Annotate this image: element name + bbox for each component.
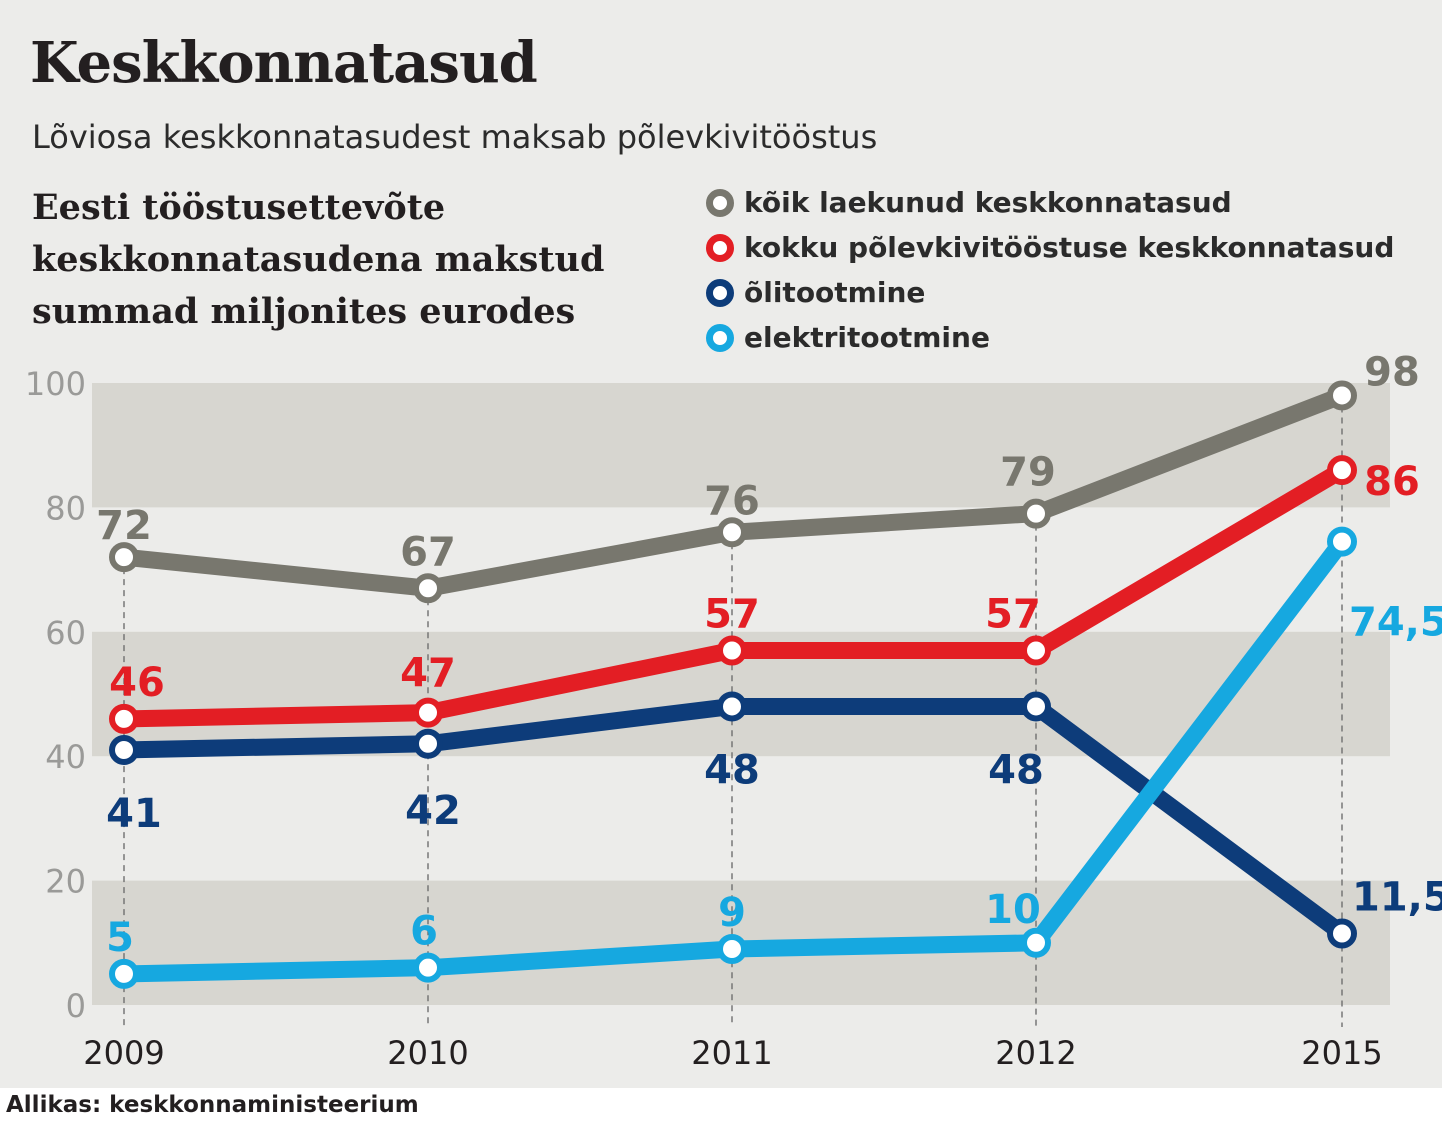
legend-marker-icon <box>706 278 734 307</box>
data-label: 10 <box>985 887 1041 933</box>
data-point <box>109 703 139 734</box>
x-tick-label: 2015 <box>1301 1034 1382 1072</box>
source-note: Allikas: keskkonnaministeerium <box>6 1092 419 1118</box>
description-line: keskkonnatasudena makstud <box>32 239 605 280</box>
data-point <box>1021 927 1051 958</box>
data-label: 46 <box>109 660 165 706</box>
data-label: 74,5 <box>1349 600 1442 646</box>
data-point <box>717 635 747 666</box>
data-label: 72 <box>96 503 152 549</box>
chart-description: Eesti tööstusettevõte keskkonnatasudena … <box>32 182 672 338</box>
data-point <box>1021 635 1051 666</box>
data-label: 9 <box>718 890 746 936</box>
data-label: 6 <box>410 909 438 955</box>
y-tick-label: 40 <box>45 738 86 776</box>
x-tick-label: 2012 <box>995 1034 1076 1072</box>
legend-label: elektritootmine <box>744 321 990 354</box>
chart-subtitle: Lõviosa keskkonnatasudest maksab põlevki… <box>32 118 878 156</box>
legend-item-total: kõik laekunud keskkonnatasud <box>706 180 1394 225</box>
data-point <box>1021 498 1051 529</box>
line-chart: 0 20 40 60 80 100 2009 2010 2011 2012 2015 72 67 76 79… <box>25 349 1442 1072</box>
y-tick-label: 60 <box>45 614 86 652</box>
data-label: 11,5 <box>1352 874 1442 920</box>
y-tick-label: 100 <box>25 365 86 403</box>
legend-item-oil-shale: kokku põlevkivitööstuse keskkonnatasud <box>706 225 1394 270</box>
data-point <box>109 734 139 765</box>
data-label: 79 <box>1000 450 1056 496</box>
legend-marker-icon <box>706 233 734 262</box>
data-point <box>413 697 443 728</box>
y-tick-label: 0 <box>66 987 86 1025</box>
legend-item-electricity: elektritootmine <box>706 315 1394 360</box>
legend-marker-icon <box>706 188 734 217</box>
data-point <box>717 691 747 722</box>
data-point <box>413 573 443 604</box>
legend-item-oil-production: õlitootmine <box>706 270 1394 315</box>
data-label: 86 <box>1364 459 1420 505</box>
data-label: 67 <box>400 529 456 575</box>
data-label: 48 <box>704 747 760 793</box>
data-point <box>717 517 747 548</box>
legend-marker-icon <box>706 323 734 352</box>
data-label: 5 <box>106 915 134 961</box>
data-label: 48 <box>988 747 1044 793</box>
data-point <box>413 952 443 983</box>
legend-label: kokku põlevkivitööstuse keskkonnatasud <box>744 231 1395 264</box>
x-tick-label: 2011 <box>691 1034 772 1072</box>
data-label: 98 <box>1364 349 1420 395</box>
grid-band <box>92 383 1390 508</box>
data-point <box>1327 526 1357 557</box>
y-tick-label: 20 <box>45 863 86 901</box>
legend-label: kõik laekunud keskkonnatasud <box>744 186 1232 219</box>
data-point <box>109 958 139 989</box>
description-line: summad miljonites eurodes <box>32 291 576 332</box>
data-point <box>413 728 443 759</box>
x-tick-label: 2009 <box>83 1034 164 1072</box>
data-label: 76 <box>704 478 760 524</box>
legend: kõik laekunud keskkonnatasud kokku põlev… <box>706 180 1394 360</box>
data-label: 57 <box>985 591 1041 637</box>
x-tick-label: 2010 <box>387 1034 468 1072</box>
data-label: 42 <box>405 788 461 834</box>
data-label: 57 <box>704 591 760 637</box>
data-point <box>109 542 139 573</box>
data-label: 41 <box>106 791 162 837</box>
data-point <box>1327 380 1357 411</box>
chart-title: Keskkonnatasud <box>30 30 538 96</box>
y-tick-label: 80 <box>45 489 86 527</box>
data-point <box>717 934 747 965</box>
legend-label: õlitootmine <box>744 276 926 309</box>
data-point <box>1327 455 1357 486</box>
description-line: Eesti tööstusettevõte <box>32 187 446 228</box>
data-point <box>1327 918 1357 949</box>
data-label: 47 <box>400 651 456 697</box>
data-point <box>1021 691 1051 722</box>
